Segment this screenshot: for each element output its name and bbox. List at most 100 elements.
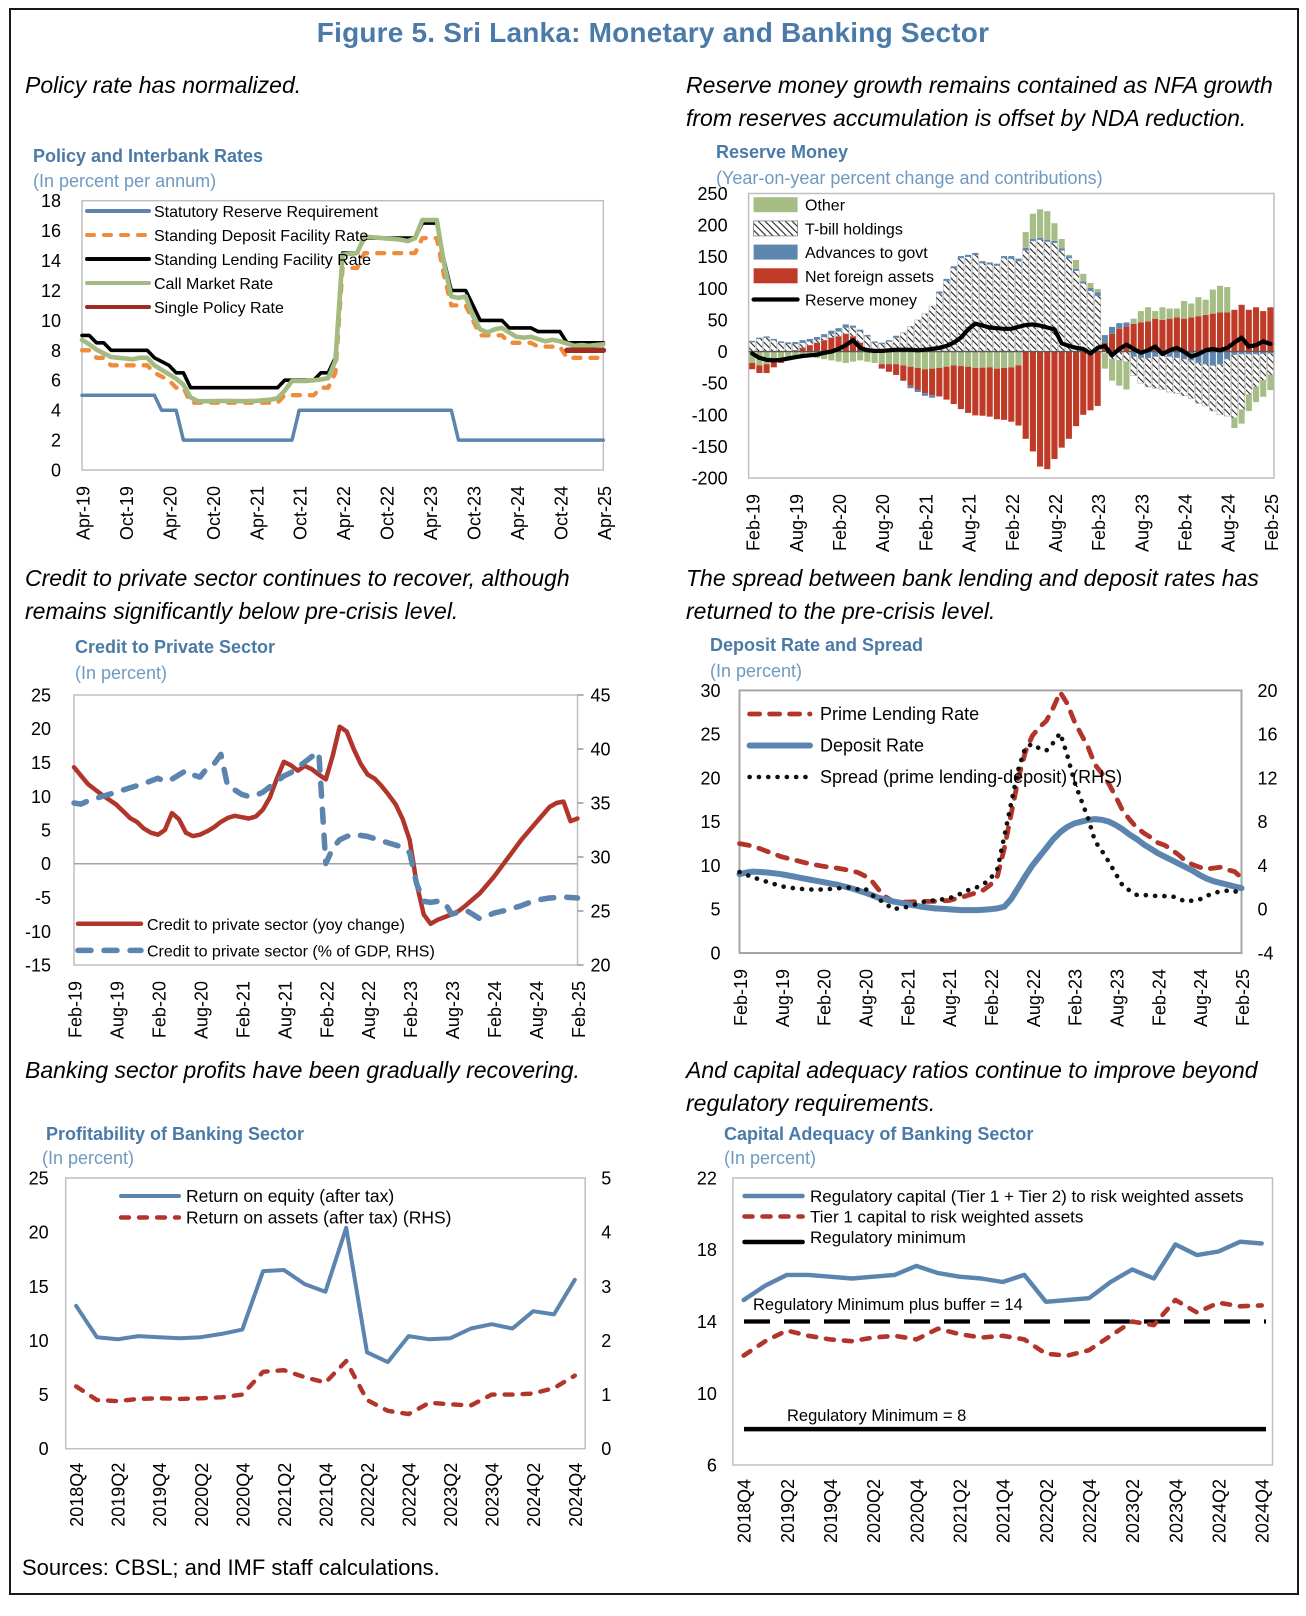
svg-text:Aug-19: Aug-19 (787, 494, 807, 552)
svg-text:Credit to private sector (% of: Credit to private sector (% of GDP, RHS) (147, 943, 435, 960)
svg-text:5: 5 (41, 821, 51, 841)
svg-text:0: 0 (1258, 900, 1268, 920)
svg-text:Feb-23: Feb-23 (1089, 494, 1109, 551)
svg-text:Feb-22: Feb-22 (982, 969, 1002, 1026)
svg-text:45: 45 (591, 686, 611, 706)
svg-text:2019Q2: 2019Q2 (778, 1479, 798, 1543)
svg-text:Advances to govt: Advances to govt (805, 245, 928, 262)
svg-text:Regulatory capital (Tier 1 + T: Regulatory capital (Tier 1 + Tier 2) to … (810, 1187, 1244, 1206)
svg-text:50: 50 (708, 310, 728, 330)
svg-text:(In percent): (In percent) (75, 663, 167, 683)
svg-text:20: 20 (29, 1223, 49, 1243)
svg-text:Aug-22: Aug-22 (359, 981, 379, 1039)
svg-text:Feb-24: Feb-24 (1176, 494, 1196, 551)
svg-text:Credit to private sector (yoy: Credit to private sector (yoy change) (147, 917, 405, 934)
svg-text:Standing Lending Facility Rate: Standing Lending Facility Rate (154, 252, 371, 269)
svg-text:Tier 1 capital to risk weighte: Tier 1 capital to risk weighted assets (810, 1208, 1083, 1227)
svg-text:12: 12 (1258, 768, 1278, 788)
svg-text:-4: -4 (1258, 944, 1274, 964)
svg-text:2021Q2: 2021Q2 (275, 1463, 295, 1527)
svg-text:-100: -100 (692, 405, 728, 425)
svg-text:2023Q4: 2023Q4 (1166, 1479, 1186, 1543)
svg-text:Feb-21: Feb-21 (233, 981, 253, 1038)
svg-text:-200: -200 (692, 469, 728, 489)
svg-text:Aug-21: Aug-21 (940, 969, 960, 1027)
svg-text:150: 150 (698, 247, 728, 267)
svg-text:2022Q2: 2022Q2 (358, 1463, 378, 1527)
svg-text:Oct-21: Oct-21 (291, 486, 311, 540)
svg-text:Regulatory Minimum plus buffer: Regulatory Minimum plus buffer = 14 (753, 1296, 1023, 1314)
svg-text:(In percent): (In percent) (42, 1148, 134, 1168)
svg-text:2021Q2: 2021Q2 (951, 1479, 971, 1543)
svg-text:2020Q2: 2020Q2 (192, 1463, 212, 1527)
svg-text:Reserve money: Reserve money (805, 293, 917, 310)
svg-text:10: 10 (700, 856, 720, 876)
svg-text:20: 20 (591, 956, 611, 976)
svg-text:Figure 5. Sri Lanka: Monetary: Figure 5. Sri Lanka: Monetary and Bankin… (317, 17, 989, 48)
svg-text:Feb-25: Feb-25 (1233, 969, 1253, 1026)
svg-text:Aug-22: Aug-22 (1046, 494, 1066, 552)
svg-text:Oct-22: Oct-22 (378, 486, 398, 540)
svg-text:2: 2 (601, 1331, 611, 1351)
svg-text:0: 0 (718, 342, 728, 362)
svg-text:Apr-25: Apr-25 (595, 486, 615, 540)
svg-text:Feb-23: Feb-23 (1066, 969, 1086, 1026)
svg-text:-150: -150 (692, 437, 728, 457)
svg-text:30: 30 (591, 848, 611, 868)
svg-text:2019Q4: 2019Q4 (150, 1463, 170, 1527)
svg-text:22: 22 (697, 1169, 717, 1189)
svg-text:20: 20 (31, 719, 51, 739)
svg-text:Credit to Private Sector: Credit to Private Sector (75, 637, 275, 657)
svg-text:Apr-20: Apr-20 (160, 486, 180, 540)
svg-text:Deposit Rate: Deposit Rate (820, 736, 924, 756)
svg-text:0: 0 (601, 1439, 611, 1459)
svg-text:2019Q2: 2019Q2 (109, 1463, 129, 1527)
svg-text:-15: -15 (25, 956, 51, 976)
svg-text:15: 15 (29, 1277, 49, 1297)
svg-text:0: 0 (41, 854, 51, 874)
svg-text:Return on assets (after tax) (: Return on assets (after tax) (RHS) (186, 1208, 452, 1228)
svg-text:Feb-20: Feb-20 (830, 494, 850, 551)
svg-text:18: 18 (697, 1240, 717, 1260)
svg-text:Sources: CBSL; and IMF staff c: Sources: CBSL; and IMF staff calculation… (22, 1555, 440, 1580)
svg-text:Policy and Interbank Rates: Policy and Interbank Rates (33, 146, 263, 166)
svg-text:Aug-24: Aug-24 (1191, 969, 1211, 1027)
svg-text:Regulatory minimum: Regulatory minimum (810, 1228, 966, 1247)
svg-text:2020Q2: 2020Q2 (864, 1479, 884, 1543)
svg-text:2018Q4: 2018Q4 (67, 1463, 87, 1527)
svg-text:2020Q4: 2020Q4 (233, 1463, 253, 1527)
svg-text:Profitability of Banking Secto: Profitability of Banking Sector (46, 1124, 304, 1144)
svg-text:0: 0 (39, 1439, 49, 1459)
svg-text:Feb-20: Feb-20 (815, 969, 835, 1026)
svg-text:Feb-24: Feb-24 (485, 981, 505, 1038)
svg-text:And capital adequacy ratios co: And capital adequacy ratios continue to … (684, 1057, 1259, 1083)
svg-text:Aug-22: Aug-22 (1024, 969, 1044, 1027)
svg-text:2024Q2: 2024Q2 (1210, 1479, 1230, 1543)
svg-text:40: 40 (591, 740, 611, 760)
svg-text:Aug-24: Aug-24 (1219, 494, 1239, 552)
svg-text:Standing Deposit Facility Rate: Standing Deposit Facility Rate (154, 228, 368, 245)
svg-text:The spread between bank lendin: The spread between bank lending and depo… (686, 565, 1259, 591)
svg-text:5: 5 (601, 1169, 611, 1189)
svg-text:Aug-23: Aug-23 (1132, 494, 1152, 552)
svg-text:5: 5 (39, 1385, 49, 1405)
svg-text:Aug-23: Aug-23 (443, 981, 463, 1039)
svg-text:remains significantly below pr: remains significantly below pre-crisis l… (25, 598, 458, 624)
svg-text:(Year-on-year percent change a: (Year-on-year percent change and contrib… (716, 168, 1103, 188)
svg-text:Feb-25: Feb-25 (569, 981, 589, 1038)
svg-text:2: 2 (51, 431, 61, 451)
svg-text:0: 0 (710, 944, 720, 964)
svg-text:(In percent): (In percent) (710, 661, 802, 681)
svg-text:T-bill holdings: T-bill holdings (805, 221, 903, 238)
svg-text:Statutory Reserve Requirement: Statutory Reserve Requirement (154, 204, 379, 221)
svg-text:Return on equity (after tax): Return on equity (after tax) (186, 1186, 394, 1206)
svg-text:250: 250 (698, 184, 728, 204)
svg-text:1: 1 (601, 1385, 611, 1405)
svg-text:Banking sector profits have be: Banking sector profits have been gradual… (25, 1057, 580, 1083)
svg-text:Oct-20: Oct-20 (204, 486, 224, 540)
svg-text:Oct-23: Oct-23 (464, 486, 484, 540)
svg-text:2022Q2: 2022Q2 (1037, 1479, 1057, 1543)
svg-text:0: 0 (51, 461, 61, 481)
svg-text:Feb-21: Feb-21 (916, 494, 936, 551)
svg-text:Apr-24: Apr-24 (508, 486, 528, 540)
